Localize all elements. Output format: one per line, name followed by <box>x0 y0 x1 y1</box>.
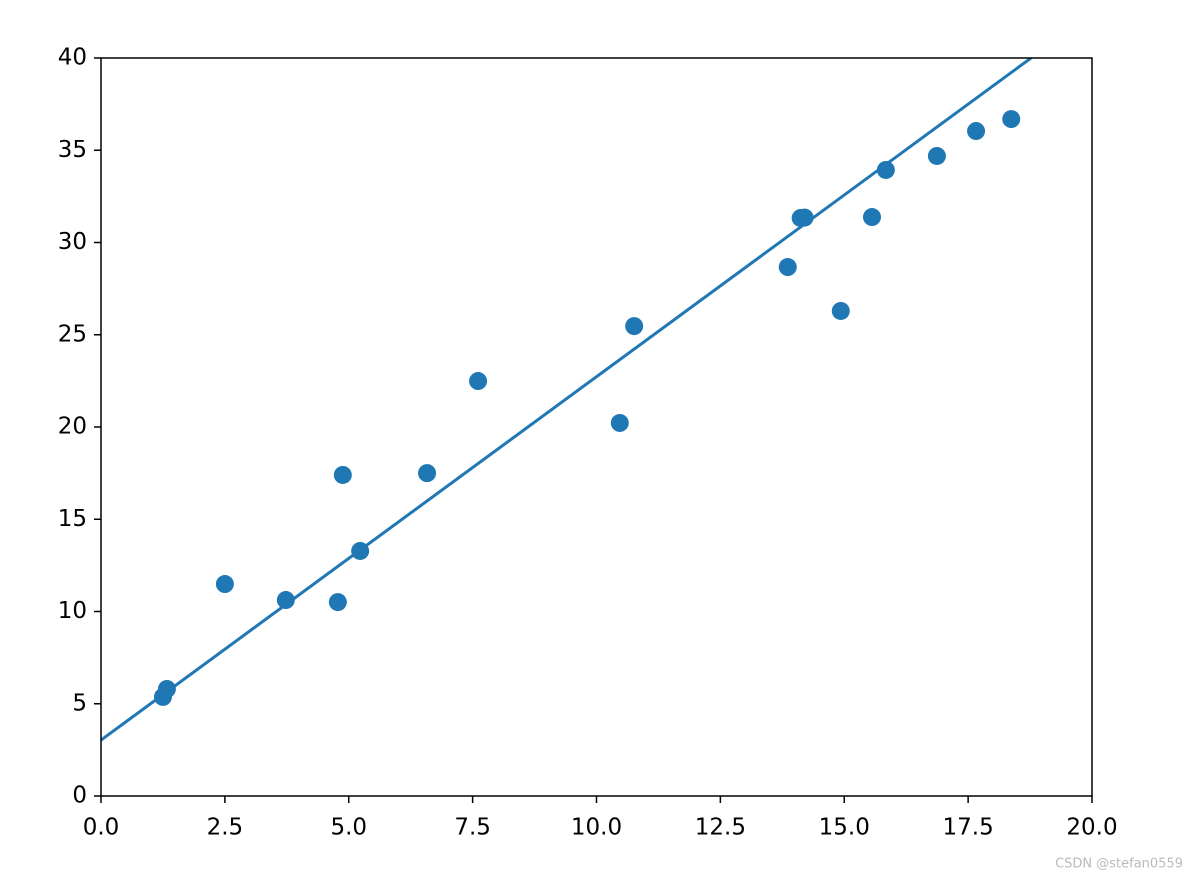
x-tick-label: 5.0 <box>330 815 367 841</box>
x-tick-label: 17.5 <box>943 815 994 841</box>
y-tick-label: 5 <box>72 690 87 716</box>
y-tick-label: 10 <box>58 598 87 624</box>
scatter-point <box>333 465 352 484</box>
scatter-point <box>418 464 437 483</box>
fit-line <box>101 58 1032 742</box>
scatter-point <box>625 317 644 336</box>
y-tick-label: 25 <box>58 321 87 347</box>
scatter-point <box>778 258 797 277</box>
scatter-point <box>1002 110 1021 129</box>
x-tick-label: 2.5 <box>207 815 244 841</box>
scatter-point <box>276 591 295 610</box>
x-tick-label: 12.5 <box>695 815 746 841</box>
scatter-point <box>215 575 234 594</box>
scatter-point <box>610 413 629 432</box>
scatter-point <box>831 301 850 320</box>
y-tick-label: 30 <box>58 229 87 255</box>
scatter-point <box>328 593 347 612</box>
scatter-point <box>967 122 986 141</box>
scatter-point <box>927 146 946 165</box>
plot-frame <box>100 57 1093 797</box>
y-tick-label: 0 <box>72 783 87 809</box>
scatter-point <box>862 208 881 227</box>
scatter-point <box>469 372 488 391</box>
y-tick-label: 40 <box>58 45 87 71</box>
x-tick-label: 20.0 <box>1066 815 1117 841</box>
x-tick-label: 0.0 <box>83 815 120 841</box>
x-tick-label: 7.5 <box>454 815 491 841</box>
y-tick-label: 15 <box>58 506 87 532</box>
scatter-point <box>876 160 895 179</box>
y-tick-label: 35 <box>58 137 87 163</box>
watermark: CSDN @stefan0559 <box>1055 857 1183 872</box>
x-tick-label: 15.0 <box>819 815 870 841</box>
x-tick-label: 10.0 <box>571 815 622 841</box>
y-tick-label: 20 <box>58 414 87 440</box>
